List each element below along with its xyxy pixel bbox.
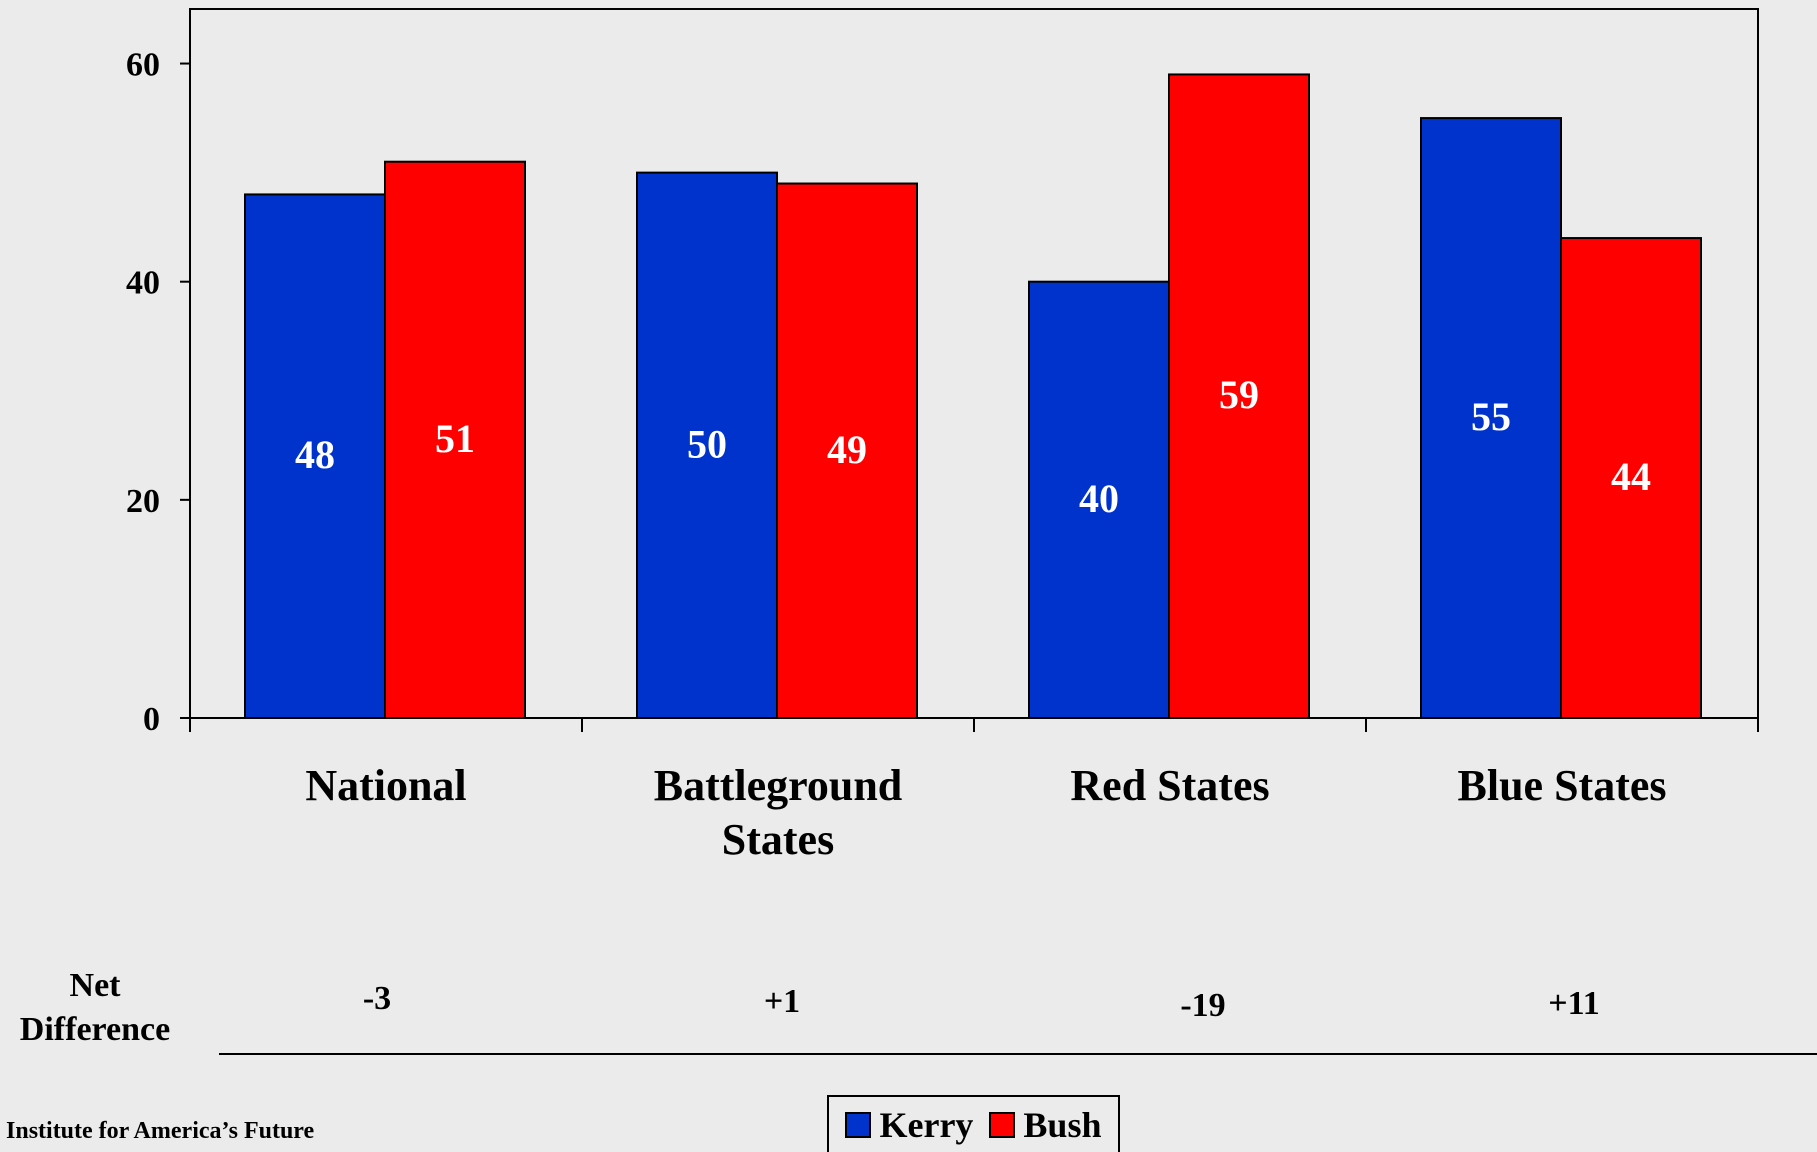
x-tick-label-line: Battleground xyxy=(654,761,903,810)
legend-item-bush: Bush xyxy=(989,1104,1102,1146)
bar-bush-blue-states xyxy=(1560,237,1702,720)
data-label: 55 xyxy=(1471,394,1511,439)
data-label: 44 xyxy=(1611,454,1651,499)
y-tick-label: 40 xyxy=(126,265,160,302)
y-tick-label: 60 xyxy=(126,47,160,84)
x-axis: National Battleground States Red States Blue… xyxy=(189,717,1759,864)
bar-kerry-battleground-states xyxy=(636,171,778,720)
data-label: 51 xyxy=(435,416,475,461)
bar-bush-red-states xyxy=(1168,73,1310,719)
x-tick-label-line: Blue States xyxy=(1458,761,1667,810)
bar-kerry-blue-states xyxy=(1420,117,1562,720)
net-value-national: -3 xyxy=(362,980,392,1017)
net-label-line2: Difference xyxy=(19,1011,171,1048)
x-tick-label: National xyxy=(305,761,466,810)
x-tick-label: Red States xyxy=(1070,761,1269,810)
data-label: 48 xyxy=(295,432,335,477)
y-tick-label: 20 xyxy=(126,483,160,520)
x-tick-label-line: States xyxy=(722,815,834,864)
y-axis: 0 20 40 60 xyxy=(126,47,190,738)
legend-item-kerry: Kerry xyxy=(845,1104,973,1146)
x-tick-label: Blue States xyxy=(1458,761,1667,810)
x-tick-label-line: Red States xyxy=(1070,761,1269,810)
kerry-swatch-icon xyxy=(845,1111,872,1138)
bars: 48 51 50 49 40 59 55 44 xyxy=(244,73,1702,720)
data-label: 59 xyxy=(1219,372,1259,417)
bush-swatch-icon xyxy=(989,1111,1016,1138)
data-label: 49 xyxy=(827,427,867,472)
net-value-red-states: -19 xyxy=(1180,987,1226,1024)
data-label: 40 xyxy=(1079,476,1119,521)
bar-bush-national xyxy=(384,160,526,719)
net-label-line1: Net xyxy=(69,967,121,1004)
legend: Kerry Bush xyxy=(827,1095,1120,1152)
x-tick-label-line: National xyxy=(305,761,466,810)
y-tick-label: 0 xyxy=(143,701,160,738)
legend-label-kerry: Kerry xyxy=(879,1104,974,1145)
net-difference-rule xyxy=(219,1053,1817,1055)
net-difference-label: Net Difference xyxy=(0,964,190,1052)
data-label: 50 xyxy=(687,421,727,466)
net-value-battleground: +1 xyxy=(763,983,801,1020)
source-note: Institute for America’s Future xyxy=(6,1118,315,1144)
bar-bush-battleground-states xyxy=(776,182,918,719)
net-value-blue-states: +11 xyxy=(1548,985,1600,1022)
x-tick-label: Battleground States xyxy=(654,761,903,864)
legend-label-bush: Bush xyxy=(1023,1104,1102,1145)
bar-kerry-red-states xyxy=(1028,280,1170,719)
